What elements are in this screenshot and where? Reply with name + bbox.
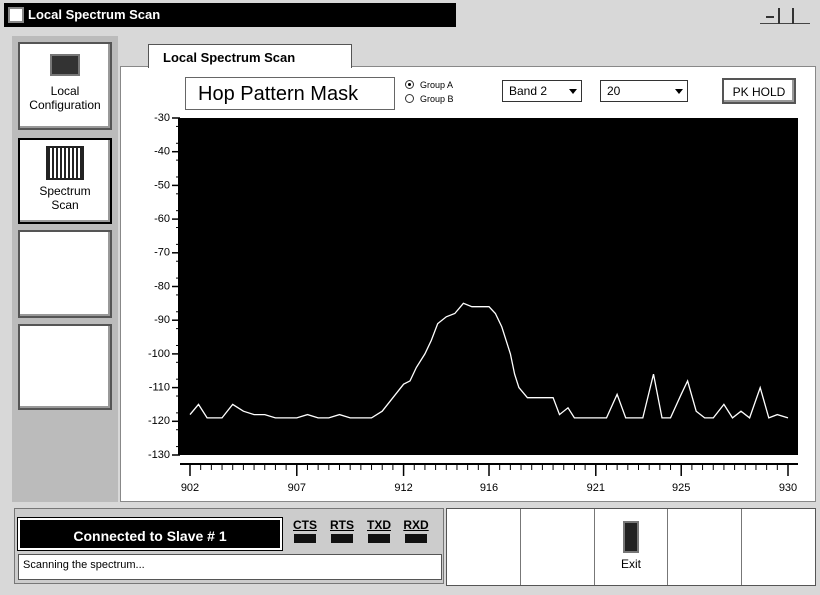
scan-label: Spectrum Scan (39, 184, 91, 212)
scan-icon (46, 146, 84, 180)
y-tick-label: -50 (154, 179, 170, 191)
radio-dot (408, 83, 411, 86)
close[interactable] (792, 8, 794, 24)
x-tick-label: 912 (394, 482, 412, 494)
signal: TXD (362, 518, 396, 543)
x-tick-label: 930 (779, 482, 797, 494)
radio-circle (405, 94, 414, 103)
y-tick-label: -110 (149, 382, 170, 394)
y-tick-label: -60 (154, 213, 170, 225)
x-tick-label: 921 (587, 482, 605, 494)
x-tick-label: 925 (672, 482, 690, 494)
app-icon (8, 7, 24, 23)
dropdown-arrow (569, 89, 577, 94)
y-tick-label: -90 (154, 314, 170, 326)
signal-indicators: CTS RTS TXD RXD (288, 518, 440, 550)
chart: -30 -40 -50 -60 -70 -80 -90 -100 -110 -120 -130 902… (148, 112, 798, 494)
x-tick-label: 902 (181, 482, 199, 494)
radio-label: Group A (420, 79, 454, 90)
connection-status: Connected to Slave # 1 (17, 517, 283, 551)
y-tick-label: -80 (154, 280, 170, 292)
x-tick-label: 916 (480, 482, 498, 494)
y-tick-label: -130 (148, 449, 170, 461)
radio-label: Group B (420, 93, 454, 104)
signal-label: RXD (403, 518, 429, 532)
signal-led (294, 534, 316, 543)
window-controls[interactable] (760, 8, 810, 24)
y-tick-label: -70 (154, 247, 170, 259)
title-bar: Local Spectrum Scan (4, 3, 456, 27)
tab[interactable]: Local Spectrum Scan (148, 44, 352, 68)
band-select[interactable]: Band 2 (502, 80, 582, 102)
radio-circle (405, 80, 414, 89)
count-value: 20 (607, 84, 621, 98)
exit-icon (622, 521, 639, 553)
radio[interactable]: Group B (405, 92, 454, 105)
window-title: Local Spectrum Scan (28, 7, 161, 22)
signal-led (368, 534, 390, 543)
y-tick-label: -100 (148, 348, 170, 360)
status-message: Scanning the spectrum... (18, 554, 442, 580)
exit-button[interactable]: Exit (595, 509, 669, 585)
empty-cell[interactable] (447, 509, 521, 585)
spectrum-trace (189, 302, 789, 419)
pk-hold-button[interactable]: PK HOLD (722, 78, 796, 104)
button-bar: Exit (446, 508, 816, 586)
minimize[interactable] (766, 16, 774, 18)
signal: CTS (288, 518, 322, 543)
empty-cell[interactable] (742, 509, 815, 585)
maximize[interactable] (778, 8, 780, 24)
config-icon (50, 54, 80, 76)
empty-cell[interactable] (668, 509, 743, 585)
signal-label: CTS (293, 518, 317, 532)
band-value: Band 2 (509, 84, 548, 98)
empty-cell[interactable] (521, 509, 595, 585)
y-tick-label: -40 (154, 146, 170, 158)
radio-group: Group A Group B (405, 78, 495, 112)
signal-led (331, 534, 353, 543)
count-select[interactable]: 20 (600, 80, 688, 102)
scan-button[interactable]: Spectrum Scan (18, 138, 112, 224)
signal: RXD (399, 518, 433, 543)
dropdown-arrow (675, 89, 683, 94)
y-tick-label: -30 (154, 112, 170, 124)
y-tick-label: -120 (148, 415, 170, 427)
config-label: Local Configuration (29, 84, 101, 112)
radio[interactable]: Group A (405, 78, 453, 91)
mask-label: Hop Pattern Mask (185, 77, 395, 110)
signal-label: TXD (367, 518, 391, 532)
empty-button[interactable] (18, 324, 112, 410)
empty-button[interactable] (18, 230, 112, 318)
exit-label: Exit (620, 557, 641, 571)
config-button[interactable]: Local Configuration (18, 42, 112, 130)
x-tick-label: 907 (288, 482, 306, 494)
plot-area (180, 118, 798, 455)
signal-led (405, 534, 427, 543)
signal-label: RTS (330, 518, 354, 532)
signal: RTS (325, 518, 359, 543)
